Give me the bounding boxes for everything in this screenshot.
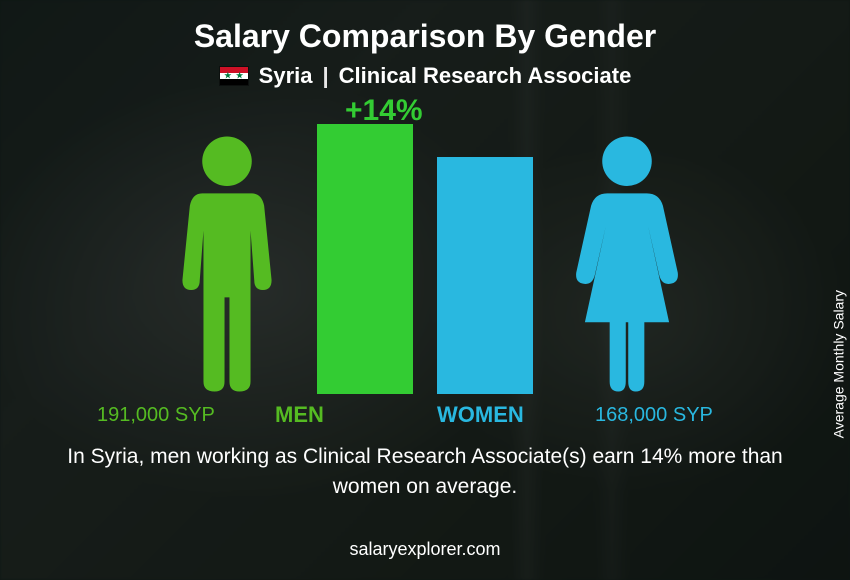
woman-icon xyxy=(565,134,689,394)
y-axis-label: Average Monthly Salary xyxy=(830,290,846,438)
label-row: 191,000 SYP MEN WOMEN 168,000 SYP xyxy=(95,400,755,430)
percentage-difference: +14% xyxy=(345,94,423,128)
country-name: Syria xyxy=(259,63,313,89)
page-title: Salary Comparison By Gender xyxy=(0,0,850,55)
source-footer: salaryexplorer.com xyxy=(0,539,850,560)
separator: | xyxy=(323,63,329,89)
women-label: WOMEN xyxy=(437,402,524,428)
men-salary: 191,000 SYP xyxy=(97,404,215,427)
women-salary: 168,000 SYP xyxy=(595,404,713,427)
content-wrapper: Salary Comparison By Gender ★★ Syria | C… xyxy=(0,0,850,580)
subtitle-row: ★★ Syria | Clinical Research Associate xyxy=(0,63,850,89)
women-bar xyxy=(437,157,533,394)
men-label: MEN xyxy=(275,402,324,428)
job-role: Clinical Research Associate xyxy=(339,63,632,89)
men-bar xyxy=(317,124,413,394)
caption-text: In Syria, men working as Clinical Resear… xyxy=(65,442,785,503)
gender-salary-chart: +14% 191,000 SYP MEN WOMEN 168,000 SYP xyxy=(95,100,755,430)
man-icon xyxy=(165,134,289,394)
syria-flag-icon: ★★ xyxy=(219,66,249,86)
